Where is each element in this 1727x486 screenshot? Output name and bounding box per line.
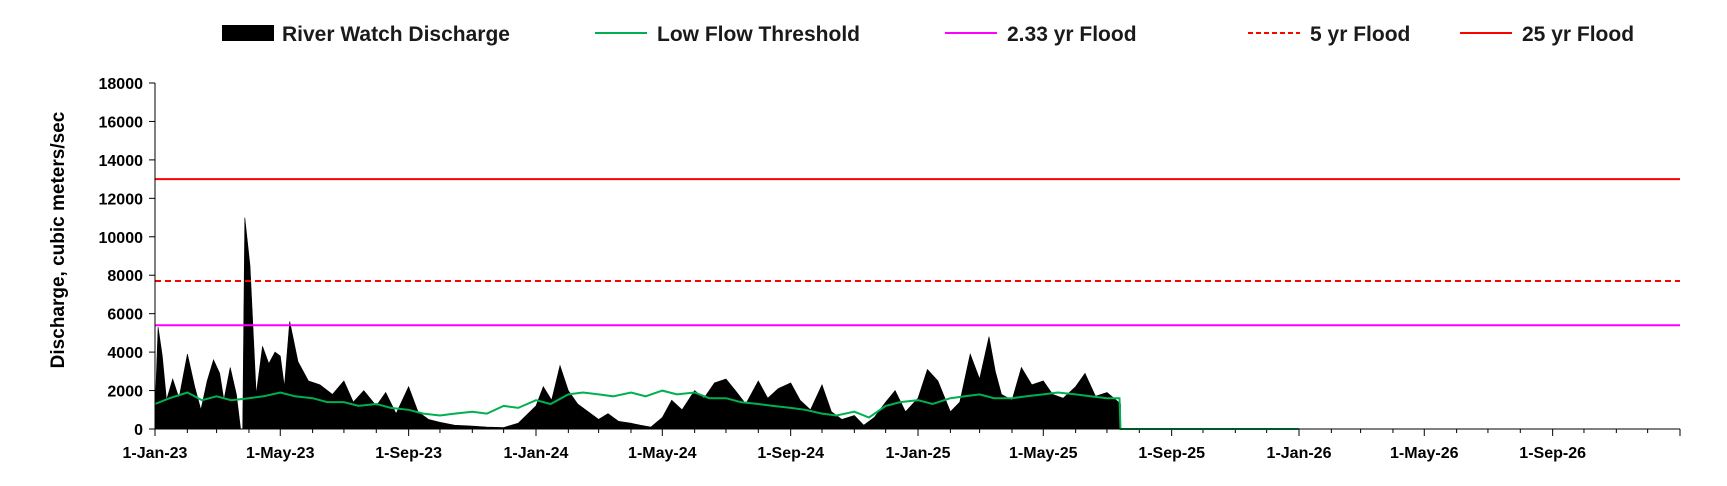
legend-label-low-flow-threshold: Low Flow Threshold bbox=[657, 23, 860, 46]
x-tick-label: 1-Jan-24 bbox=[504, 445, 569, 462]
plot-area bbox=[154, 178, 1680, 430]
legend: River Watch Discharge Low Flow Threshold 2… bbox=[222, 23, 1634, 46]
y-axis-ticks: 0 2000 4000 6000 8000 10000 12000 14000 16000 180… bbox=[99, 76, 155, 439]
x-tick-label: 1-Sep-24 bbox=[757, 445, 824, 462]
axes bbox=[154, 83, 1680, 430]
x-tick-label: 1-May-25 bbox=[1009, 445, 1078, 462]
legend-label-2-33-yr-flood: 2.33 yr Flood bbox=[1007, 23, 1137, 46]
x-tick-label: 1-Sep-25 bbox=[1138, 445, 1205, 462]
x-tick-label: 1-Jan-26 bbox=[1267, 445, 1332, 462]
legend-label-25-yr-flood: 25 yr Flood bbox=[1522, 23, 1634, 46]
x-tick-label: 1-Sep-23 bbox=[375, 445, 442, 462]
x-tick-label: 1-Jan-25 bbox=[886, 445, 951, 462]
y-tick-label: 16000 bbox=[99, 114, 144, 131]
y-axis-title: Discharge, cubic meters/sec bbox=[48, 111, 69, 368]
series-low-flow-threshold bbox=[154, 389, 1299, 430]
y-tick-label: 2000 bbox=[107, 384, 143, 401]
x-tick-label: 1-May-24 bbox=[628, 445, 697, 462]
y-tick-label: 0 bbox=[134, 422, 143, 439]
y-tick-label: 8000 bbox=[107, 268, 143, 285]
y-tick-label: 14000 bbox=[99, 153, 144, 170]
x-tick-label: 1-May-23 bbox=[246, 445, 315, 462]
y-tick-label: 6000 bbox=[107, 307, 143, 324]
y-tick-label: 10000 bbox=[99, 230, 144, 247]
legend-label-river-watch-discharge: River Watch Discharge bbox=[282, 23, 510, 46]
series-river-watch-discharge bbox=[154, 217, 1121, 430]
x-tick-label: 1-Jan-23 bbox=[123, 445, 188, 462]
legend-label-5-yr-flood: 5 yr Flood bbox=[1310, 23, 1410, 46]
y-tick-label: 18000 bbox=[99, 76, 144, 93]
y-tick-label: 12000 bbox=[99, 191, 144, 208]
x-tick-label: 1-Sep-26 bbox=[1519, 445, 1586, 462]
y-tick-label: 4000 bbox=[107, 345, 143, 362]
x-tick-label: 1-May-26 bbox=[1390, 445, 1459, 462]
x-axis-ticks: 1-Jan-23 1-May-23 1-Sep-23 1-Jan-24 1-May-24… bbox=[123, 429, 1681, 462]
legend-swatch-river-watch-discharge bbox=[222, 25, 274, 41]
